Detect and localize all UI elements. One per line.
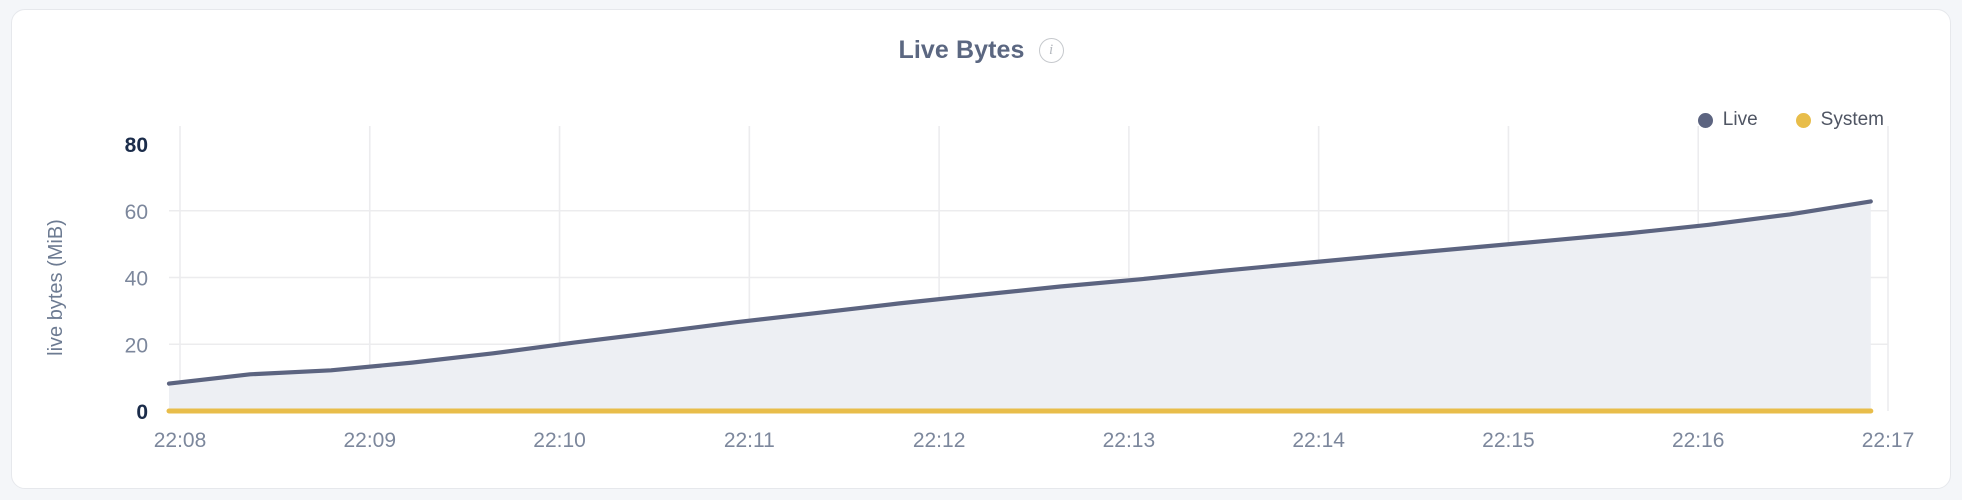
x-axis-tick-label: 22:16 <box>1672 429 1725 452</box>
legend-label-system: System <box>1820 109 1884 130</box>
x-axis-tick-label: 22:12 <box>913 429 966 452</box>
series-area-live <box>169 201 1871 411</box>
y-axis-tick-label: 60 <box>125 201 148 224</box>
y-axis-tick-label: 20 <box>125 334 148 357</box>
y-axis-tick-label: 40 <box>125 268 148 291</box>
chart-plot-area: 0 20 40 60 80 22:08 22:09 22:10 22:11 22:12 22:13 2… <box>12 10 1952 490</box>
legend-label-live: Live <box>1722 109 1758 130</box>
chart-legend: Live System <box>1697 109 1884 131</box>
x-axis-tick-label: 22:13 <box>1103 429 1156 452</box>
legend-item-live[interactable]: Live <box>1697 109 1758 131</box>
info-circle-icon[interactable]: i <box>1038 38 1064 63</box>
legend-item-system[interactable]: System <box>1795 109 1884 131</box>
y-axis-tick-label: 0 <box>136 401 148 424</box>
live-bytes-chart-card: Live Bytes i Live System 0 20 40 60 80 22:08 2… <box>11 9 1951 489</box>
page-title: Live Bytes <box>898 36 1025 64</box>
x-axis-tick-label: 22:10 <box>533 429 586 452</box>
x-axis-tick-label: 22:11 <box>724 429 775 452</box>
x-axis-tick-label: 22:17 <box>1862 429 1915 452</box>
x-axis-tick-label: 22:15 <box>1482 429 1535 452</box>
x-axis-tick-label: 22:08 <box>154 429 207 452</box>
legend-dot-icon-live <box>1697 112 1713 128</box>
x-axis-tick-label: 22:14 <box>1292 429 1345 452</box>
live-bytes-area-chart: 0 20 40 60 80 22:08 22:09 22:10 22:11 22:12 22:13 2… <box>45 126 1915 452</box>
y-axis-tick-label: 80 <box>125 134 148 157</box>
series-line-live <box>166 199 1873 386</box>
chart-header: Live Bytes i <box>12 38 1950 63</box>
legend-dot-icon-system <box>1795 112 1811 128</box>
y-axis-title: live bytes (MiB) <box>45 219 67 356</box>
x-axis-tick-label: 22:09 <box>343 429 396 452</box>
